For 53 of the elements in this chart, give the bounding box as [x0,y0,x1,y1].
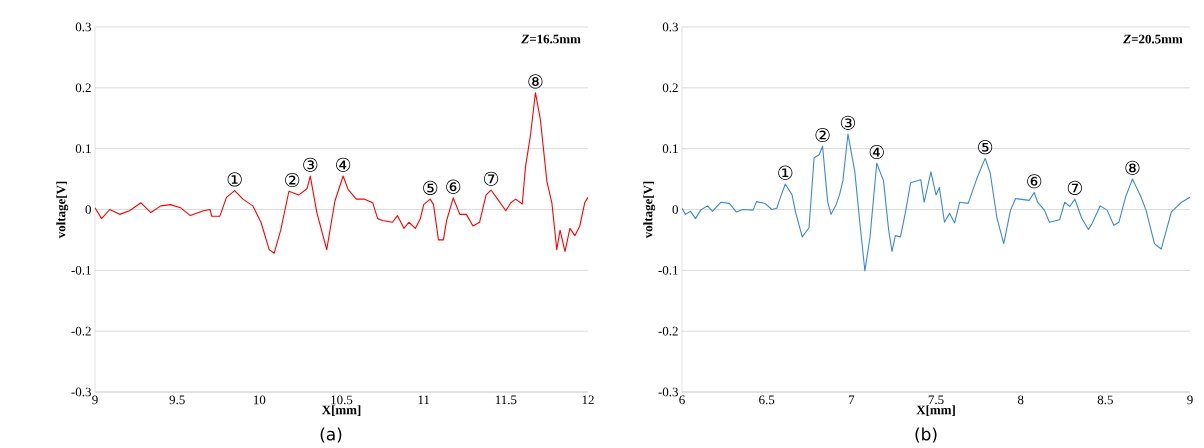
annotation: ④ [336,157,351,172]
y-tick-label: 0.2 [662,83,678,93]
x-tick-label: 12 [582,395,594,405]
x-tick-label: 6 [679,395,685,405]
x-tick-label: 10.5 [331,395,353,405]
y-tick-label: 0.2 [75,83,91,93]
text: (b) [915,427,937,443]
x-tick-label: 11.5 [495,395,517,405]
x-tick-label: 10 [254,395,266,405]
y-tick-label: -0.3 [658,387,678,397]
annotation: ① [227,172,242,187]
annotation: ⑥ [446,179,461,194]
y-axis-title: voltage[V] [643,181,656,239]
x-tick-label: 6.5 [759,395,775,405]
x-tick-label: 8 [1017,395,1024,405]
x-tick-label: 7.5 [928,395,944,405]
annotation: ⑤ [978,140,993,155]
y-tick-label: 0.1 [75,144,91,154]
x-axis-title: X[mm] [916,405,955,416]
annotation: ⑤ [423,180,438,195]
x-tick-label: 7 [848,395,855,404]
text: (a) [320,427,342,443]
x-axis-title: X[mm] [321,405,361,416]
y-tick-label: 0.1 [662,144,678,154]
y-tick-label: 0.3 [75,22,91,32]
annotation: ④ [869,144,884,160]
annotation: ③ [840,115,856,130]
y-tick-label: -0.2 [658,326,678,336]
y-tick-label: 0 [672,205,678,214]
x-tick-label: 9.5 [169,395,185,405]
annotation: ② [285,172,300,188]
x-tick-label: 8.5 [1097,395,1113,405]
annotation: ① [778,165,793,180]
annotation: Z=20.5mm [1123,34,1183,44]
y-tick-label: -0.3 [71,387,91,397]
annotation: ⑧ [528,74,543,89]
y-axis-title: voltage[V] [56,181,69,239]
y-tick-label: 0 [85,205,91,214]
annotation: ② [815,127,830,143]
x-tick-label: 9 [1187,395,1193,405]
y-tick-label: 0.3 [662,22,678,32]
annotation: ⑦ [483,171,499,186]
line-series [95,92,588,254]
y-tick-label: -0.2 [71,326,91,336]
annotation: ⑥ [1027,174,1042,189]
annotation: ⑦ [1067,180,1082,195]
x-tick-label: 11 [418,395,430,405]
x-tick-label: 9 [92,395,98,405]
y-tick-label: -0.1 [71,265,91,275]
y-tick-label: -0.1 [658,265,678,275]
annotation: ③ [303,157,318,172]
annotation: ⑧ [1125,160,1140,175]
annotation: Z=16.5mm [521,34,581,44]
